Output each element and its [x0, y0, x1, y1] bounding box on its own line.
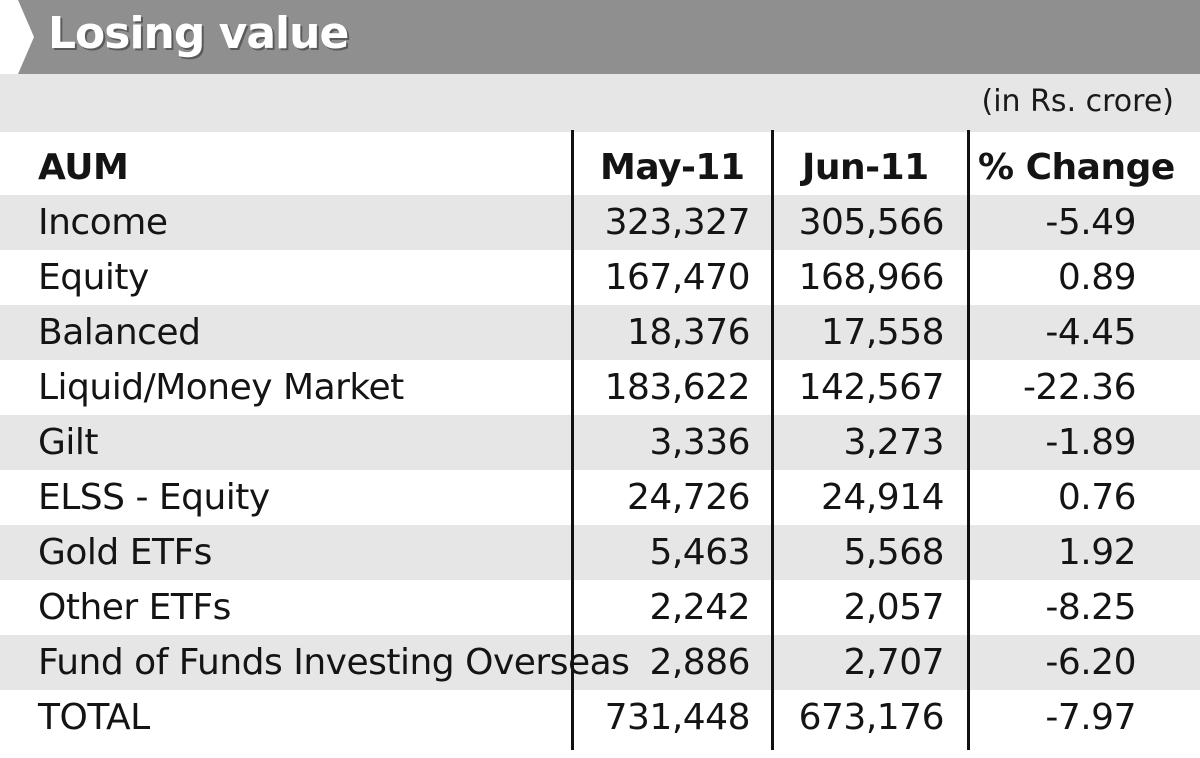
row-label: ELSS - Equity: [38, 477, 270, 518]
cell-jun: 305,566: [798, 202, 945, 243]
column-header-jun: Jun-11: [802, 147, 929, 188]
cell-change: 1.92: [1057, 532, 1137, 573]
cell-change: 0.89: [1057, 257, 1137, 298]
row-label: Equity: [38, 257, 149, 298]
cell-change: -7.97: [1045, 697, 1136, 738]
cell-jun: 168,966: [798, 257, 945, 298]
cell-jun: 17,558: [821, 312, 944, 353]
table-row: Balanced 18,376 17,558 -4.45: [0, 305, 1200, 360]
cell-change: -8.25: [1045, 587, 1136, 628]
cell-change: -1.89: [1045, 422, 1136, 463]
column-divider: [771, 130, 774, 750]
column-header-aum: AUM: [38, 147, 129, 188]
row-label: Gold ETFs: [38, 532, 212, 573]
column-divider: [967, 130, 970, 750]
row-label: Liquid/Money Market: [38, 367, 404, 408]
table-row: TOTAL 731,448 673,176 -7.97: [0, 690, 1200, 745]
cell-may: 2,242: [649, 587, 750, 628]
cell-may: 731,448: [604, 697, 751, 738]
table-row: ELSS - Equity 24,726 24,914 0.76: [0, 470, 1200, 525]
cell-change: -5.49: [1045, 202, 1136, 243]
cell-jun: 2,057: [843, 587, 944, 628]
cell-jun: 2,707: [843, 642, 944, 683]
cell-change: -22.36: [1022, 367, 1137, 408]
table-header-row: AUM May-11 Jun-11 % Change: [0, 140, 1200, 195]
cell-change: -6.20: [1045, 642, 1136, 683]
chart-title: Losing value: [48, 8, 349, 59]
cell-may: 167,470: [604, 257, 751, 298]
table-row: Gold ETFs 5,463 5,568 1.92: [0, 525, 1200, 580]
column-divider: [571, 130, 574, 750]
table-row: Fund of Funds Investing Overseas 2,886 2,7…: [0, 635, 1200, 690]
row-label: TOTAL: [38, 697, 150, 738]
cell-may: 323,327: [604, 202, 751, 243]
row-label: Income: [38, 202, 168, 243]
cell-may: 3,336: [649, 422, 750, 463]
table-row: Income 323,327 305,566 -5.49: [0, 195, 1200, 250]
cell-jun: 673,176: [798, 697, 945, 738]
column-header-may: May-11: [600, 147, 745, 188]
table-row: Other ETFs 2,242 2,057 -8.25: [0, 580, 1200, 635]
table-row: Equity 167,470 168,966 0.89: [0, 250, 1200, 305]
cell-jun: 3,273: [843, 422, 944, 463]
row-label: Gilt: [38, 422, 99, 463]
table-row: Gilt 3,336 3,273 -1.89: [0, 415, 1200, 470]
cell-may: 2,886: [649, 642, 750, 683]
table-row: Liquid/Money Market 183,622 142,567 -22.36: [0, 360, 1200, 415]
cell-jun: 142,567: [798, 367, 945, 408]
cell-jun: 24,914: [821, 477, 944, 518]
row-label: Balanced: [38, 312, 201, 353]
cell-may: 18,376: [627, 312, 750, 353]
cell-change: -4.45: [1045, 312, 1136, 353]
column-header-change: % Change: [978, 147, 1175, 188]
cell-jun: 5,568: [843, 532, 944, 573]
row-label: Other ETFs: [38, 587, 231, 628]
title-banner: [0, 0, 1200, 74]
row-label: Fund of Funds Investing Overseas: [38, 642, 630, 683]
cell-may: 5,463: [649, 532, 750, 573]
cell-may: 183,622: [604, 367, 751, 408]
units-label: (in Rs. crore): [981, 84, 1175, 119]
units-band: [0, 74, 1200, 132]
cell-change: 0.76: [1057, 477, 1137, 518]
cell-may: 24,726: [627, 477, 750, 518]
